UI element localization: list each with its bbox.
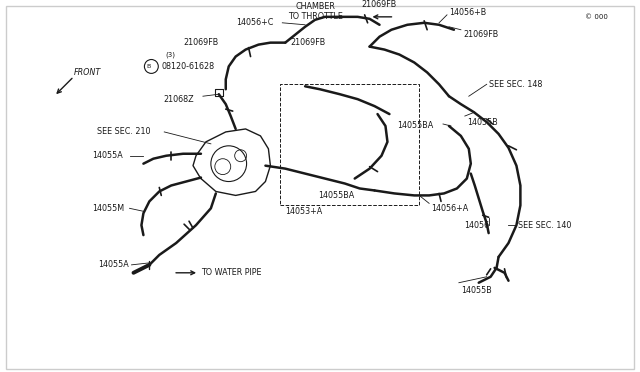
Text: 14056+B: 14056+B (449, 9, 486, 17)
Text: 21069FB: 21069FB (464, 30, 499, 39)
Text: 21068Z: 21068Z (163, 95, 194, 104)
Text: 14055A: 14055A (92, 151, 123, 160)
Text: 21069FB: 21069FB (290, 38, 326, 47)
Text: 14055B: 14055B (467, 118, 497, 126)
Text: © 000: © 000 (585, 14, 608, 20)
Text: SEE SEC. 148: SEE SEC. 148 (489, 80, 542, 89)
Text: SEE SEC. 210: SEE SEC. 210 (97, 128, 150, 137)
Text: 14055B: 14055B (461, 286, 492, 295)
Text: 14055BA: 14055BA (397, 122, 434, 131)
Text: 14056: 14056 (464, 221, 489, 230)
Text: 14055BA: 14055BA (318, 191, 355, 200)
Text: TO THROTTLE: TO THROTTLE (288, 12, 343, 21)
Text: 14056+C: 14056+C (236, 18, 273, 27)
Text: B: B (147, 64, 150, 69)
Text: 14053+A: 14053+A (285, 207, 323, 216)
Text: TO WATER PIPE: TO WATER PIPE (201, 268, 262, 277)
Text: FRONT: FRONT (74, 68, 101, 77)
Text: 21069FB: 21069FB (183, 38, 218, 47)
Text: 14055M: 14055M (92, 204, 124, 213)
Text: 14055A: 14055A (98, 260, 129, 269)
Text: 14056+A: 14056+A (431, 204, 468, 213)
Text: 21069FB: 21069FB (362, 0, 397, 9)
Text: CHAMBER: CHAMBER (295, 3, 335, 12)
Text: 08120-61628: 08120-61628 (161, 62, 214, 71)
Text: (3): (3) (165, 51, 175, 58)
Text: SEE SEC. 140: SEE SEC. 140 (518, 221, 572, 230)
